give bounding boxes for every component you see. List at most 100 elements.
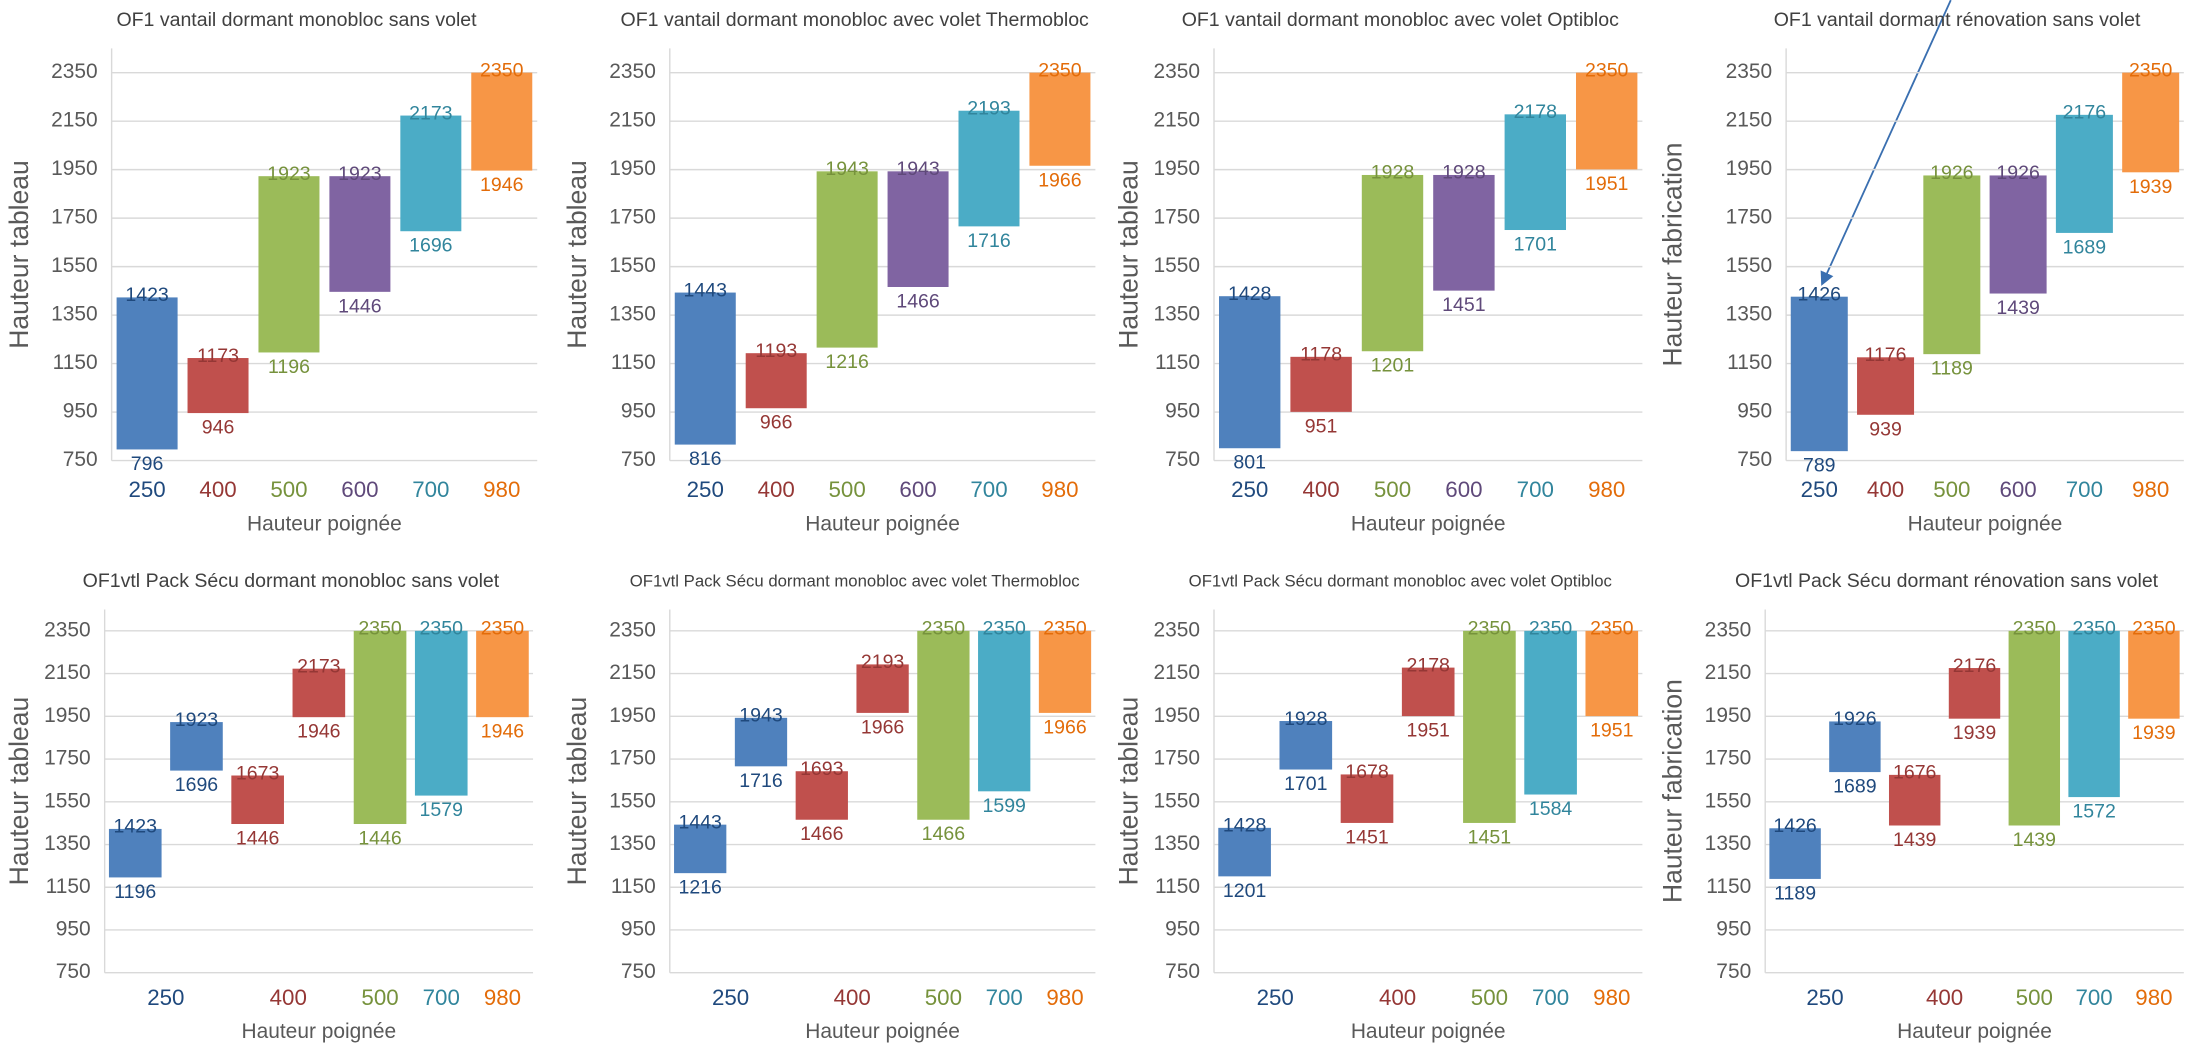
- value-label-low: 1696: [175, 774, 218, 796]
- value-label-high: 2350: [2013, 618, 2057, 640]
- x-axis-title: Hauteur poignée: [805, 512, 960, 535]
- y-tick-label: 1750: [609, 206, 656, 229]
- y-tick-label: 1950: [609, 157, 656, 180]
- x-tick-label: 250: [1806, 985, 1843, 1010]
- value-label-high: 2173: [409, 102, 452, 124]
- bar: [1989, 175, 2047, 294]
- value-label-high: 1926: [1833, 708, 1876, 730]
- y-tick-label: 2150: [44, 661, 91, 684]
- bar: [1857, 357, 1915, 415]
- value-label-high: 2350: [420, 618, 464, 640]
- y-tick-label: 1350: [1154, 832, 1201, 855]
- y-tick-label: 950: [1737, 400, 1772, 423]
- value-label-high: 1178: [1300, 344, 1342, 366]
- value-label-low: 1946: [297, 721, 340, 743]
- value-label-low: 1201: [1223, 880, 1266, 902]
- y-tick-label: 1150: [1706, 875, 1751, 898]
- bar: [1463, 630, 1516, 823]
- bar: [856, 664, 909, 713]
- bar: [1575, 72, 1638, 170]
- y-tick-label: 1550: [51, 254, 98, 277]
- y-tick-label: 2150: [51, 109, 98, 132]
- value-label-high: 1928: [1442, 162, 1485, 184]
- y-tick-label: 1950: [1154, 157, 1201, 180]
- value-label-high: 2350: [1038, 59, 1082, 81]
- y-tick-label: 2350: [51, 60, 98, 83]
- x-tick-label: 500: [1933, 477, 1970, 502]
- value-label-high: 1173: [197, 345, 239, 367]
- bar: [1038, 630, 1092, 713]
- bar: [978, 630, 1031, 792]
- y-tick-label: 1350: [1154, 303, 1201, 326]
- bar: [1585, 630, 1639, 717]
- value-label-low: 1584: [1529, 798, 1573, 820]
- value-label-high: 2178: [1406, 654, 1449, 676]
- value-label-low: 1939: [1953, 722, 1996, 744]
- y-tick-label: 1550: [609, 789, 656, 812]
- chart-title: OF1 vantail dormant rénovation sans vole…: [1774, 9, 2141, 31]
- y-tick-label: 1550: [44, 789, 91, 812]
- y-tick-label: 750: [63, 448, 98, 471]
- y-tick-label: 1750: [1705, 747, 1752, 770]
- x-tick-label: 400: [1867, 477, 1904, 502]
- value-label-low: 1946: [481, 721, 524, 743]
- x-tick-label: 980: [1046, 985, 1083, 1010]
- y-tick-label: 1750: [44, 747, 91, 770]
- value-label-low: 1216: [825, 351, 868, 373]
- y-tick-label: 750: [621, 960, 656, 983]
- value-label-high: 2173: [297, 655, 340, 677]
- y-tick-label: 2350: [1726, 60, 1773, 83]
- x-axis-title: Hauteur poignée: [241, 1020, 396, 1043]
- value-label-low: 1951: [1590, 720, 1633, 742]
- bar: [116, 297, 178, 450]
- value-label-low: 1451: [1468, 826, 1511, 848]
- x-tick-label: 700: [1532, 985, 1569, 1010]
- value-label-high: 2176: [1953, 655, 1996, 677]
- bar: [471, 72, 533, 171]
- y-tick-label: 750: [1716, 960, 1751, 983]
- bar: [2068, 630, 2120, 798]
- y-tick-label: 1550: [1154, 789, 1201, 812]
- bar: [2008, 630, 2061, 826]
- x-axis-title: Hauteur poignée: [805, 1020, 960, 1043]
- y-tick-label: 750: [621, 448, 656, 471]
- value-label-low: 1451: [1442, 294, 1485, 316]
- value-label-high: 1928: [1284, 708, 1327, 730]
- bar: [2122, 72, 2180, 173]
- bar: [1790, 296, 1848, 452]
- y-axis-title: Hauteur fabrication: [1657, 679, 1687, 903]
- x-tick-label: 700: [2066, 477, 2103, 502]
- value-label-low: 1446: [338, 295, 381, 317]
- x-tick-label: 250: [147, 985, 184, 1010]
- value-label-high: 1426: [1798, 283, 1841, 305]
- value-label-high: 1943: [825, 158, 868, 180]
- x-tick-label: 250: [1801, 477, 1838, 502]
- value-label-low: 1689: [1833, 776, 1876, 798]
- value-label-low: 1946: [480, 174, 523, 196]
- value-label-low: 1966: [861, 716, 904, 738]
- x-tick-label: 700: [423, 985, 460, 1010]
- bar: [1218, 827, 1271, 877]
- y-tick-label: 1150: [1155, 351, 1200, 374]
- value-label-low: 1951: [1585, 173, 1628, 195]
- x-tick-label: 250: [1231, 477, 1268, 502]
- value-label-high: 1923: [175, 709, 218, 731]
- y-tick-label: 1550: [609, 254, 656, 277]
- value-label-low: 1939: [2129, 176, 2172, 198]
- y-axis-title: Hauteur tableau: [4, 160, 34, 349]
- y-tick-label: 750: [56, 960, 91, 983]
- x-tick-label: 400: [270, 985, 307, 1010]
- x-tick-label: 500: [829, 477, 866, 502]
- y-tick-label: 1950: [1726, 157, 1773, 180]
- y-tick-label: 1950: [1705, 704, 1752, 727]
- x-tick-label: 500: [1471, 985, 1508, 1010]
- value-label-low: 1716: [967, 230, 1010, 252]
- y-tick-label: 2350: [1154, 618, 1201, 641]
- y-axis-title: Hauteur fabrication: [1657, 143, 1687, 367]
- bar: [353, 630, 407, 825]
- y-tick-label: 950: [1716, 918, 1751, 941]
- x-axis-title: Hauteur poignée: [1908, 512, 2063, 535]
- value-label-high: 1928: [1371, 162, 1414, 184]
- value-label-high: 1923: [338, 163, 381, 185]
- value-label-high: 2350: [982, 618, 1026, 640]
